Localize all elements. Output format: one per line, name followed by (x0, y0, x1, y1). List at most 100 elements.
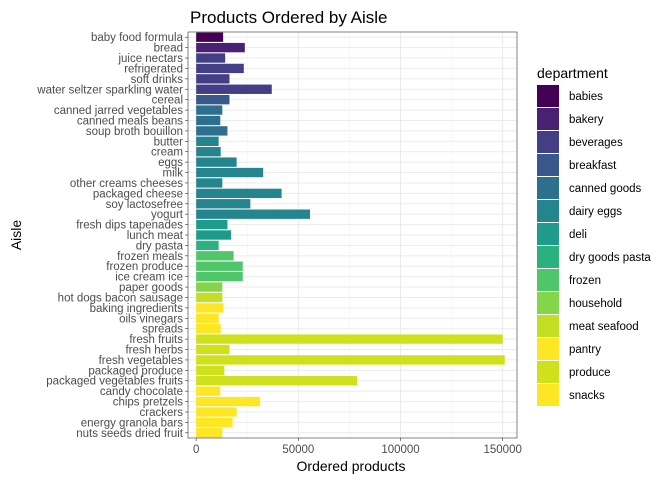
bar-canned-meals-beans (196, 115, 221, 126)
y-tick-label: yogurt (151, 209, 184, 221)
legend-label: produce (569, 367, 611, 379)
y-axis-title: Aisle (8, 220, 24, 251)
y-tick-label: fresh dips tapenades (76, 220, 183, 232)
bar-fresh-herbs (196, 344, 230, 355)
bar-chips-pretzels (196, 396, 261, 407)
bar-other-creams-cheeses (196, 178, 223, 188)
bar-frozen-produce (196, 261, 243, 271)
y-tick-label: paper goods (119, 282, 183, 294)
legend-label: snacks (569, 390, 605, 402)
bar-soft-drinks (196, 74, 230, 84)
y-tick-label: fresh vegetables (99, 355, 184, 367)
y-tick-label: lunch meat (127, 230, 184, 242)
y-tick-label: canned meals beans (77, 115, 183, 127)
x-ticks: 0 50000 100000 150000 (193, 438, 522, 456)
legend-label: pantry (569, 344, 601, 356)
y-tick-label: baking ingredients (90, 303, 184, 315)
y-tick-label: water seltzer sparkling water (36, 84, 183, 96)
legend-key-household (537, 292, 559, 314)
legend-key-dry-goods-pasta (537, 246, 559, 268)
legend: department babies bakery beverages breakfas… (537, 65, 651, 406)
y-tick-label: soy lactosefree (106, 199, 183, 211)
legend-key-breakfast (537, 154, 559, 176)
bar-spreads (196, 324, 221, 334)
bar-candy-chocolate (196, 386, 221, 396)
y-tick-label: packaged vegetables fruits (46, 376, 183, 388)
y-tick-label: juice nectars (117, 53, 183, 65)
legend-label: dry goods pasta (569, 252, 651, 264)
bar-lunch-meat (196, 230, 232, 240)
bar-yogurt (196, 209, 310, 219)
bar-crackers (196, 407, 237, 417)
y-tick-label: dry pasta (136, 240, 184, 252)
bar-frozen-meals (196, 251, 234, 261)
y-tick-label: oils vinegars (119, 313, 183, 325)
legend-label: bakery (569, 114, 604, 126)
y-tick-label: bread (154, 43, 183, 55)
y-tick-label: packaged cheese (93, 188, 183, 200)
y-tick-label: fresh fruits (129, 334, 183, 346)
bar-packaged-vegetables-fruits (196, 376, 358, 386)
legend-label: deli (569, 229, 587, 241)
bar-hot-dogs-bacon-sausage (196, 292, 223, 303)
y-tick-label: baby food formula (91, 32, 184, 44)
bar-fresh-dips-tapenades (196, 219, 228, 230)
legend-label: dairy eggs (569, 206, 622, 218)
y-tick-label: crackers (140, 407, 184, 419)
bar-milk (196, 167, 264, 178)
bars (187, 31, 518, 439)
legend-key-beverages (537, 131, 559, 153)
x-tick-label: 0 (193, 444, 199, 456)
y-tick-label: canned jarred vegetables (54, 105, 183, 117)
y-tick-label: eggs (158, 157, 183, 169)
bar-eggs (196, 157, 237, 167)
bar-packaged-produce (196, 365, 225, 376)
bar-soy-lactosefree (196, 199, 251, 209)
y-tick-label: butter (154, 136, 184, 148)
legend-key-produce (537, 361, 559, 383)
legend-label: babies (569, 91, 603, 103)
chart-title: Products Ordered by Aisle (190, 8, 387, 27)
legend-key-pantry (537, 338, 559, 360)
bar-butter (196, 136, 219, 146)
legend-key-frozen (537, 269, 559, 291)
bar-water-seltzer-sparkling-water (196, 84, 272, 94)
bar-baby-food-formula (196, 32, 224, 42)
legend-label: canned goods (569, 183, 642, 195)
y-tick-label: soft drinks (131, 74, 184, 86)
legend-key-babies (537, 85, 559, 107)
legend-key-canned-goods (537, 177, 559, 199)
bar-energy-granola-bars (196, 417, 233, 428)
x-tick-label: 50000 (282, 444, 314, 456)
bar-nuts-seeds-dried-fruit (196, 428, 223, 438)
y-tick-label: soup broth bouillon (86, 126, 183, 138)
legend-title: department (537, 65, 608, 81)
bar-cereal (196, 94, 230, 105)
legend-key-deli (537, 223, 559, 245)
legend-label: breakfast (569, 160, 617, 172)
y-tick-label: chips pretzels (113, 397, 184, 409)
bar-paper-goods (196, 282, 223, 292)
x-tick-label: 150000 (484, 444, 522, 456)
y-tick-label: milk (163, 168, 184, 180)
bar-baking-ingredients (196, 303, 224, 313)
bar-ice-cream-ice (196, 271, 243, 282)
y-tick-label: energy granola bars (81, 417, 184, 429)
legend-label: beverages (569, 137, 623, 149)
y-tick-label: refrigerated (124, 63, 183, 75)
x-tick-label: 100000 (381, 444, 419, 456)
legend-label: frozen (569, 275, 601, 287)
legend-label: meat seafood (569, 321, 639, 333)
legend-label: household (569, 298, 622, 310)
y-tick-label: spreads (142, 324, 183, 336)
y-tick-label: candy chocolate (100, 386, 183, 398)
y-tick-label: packaged produce (88, 365, 183, 377)
bar-oils-vinegars (196, 313, 219, 323)
y-tick-label: frozen produce (106, 261, 183, 273)
y-tick-label: cereal (152, 95, 183, 107)
y-tick-label: cream (151, 147, 183, 159)
bar-packaged-cheese (196, 188, 282, 199)
y-tick-label: other creams cheeses (70, 178, 183, 190)
